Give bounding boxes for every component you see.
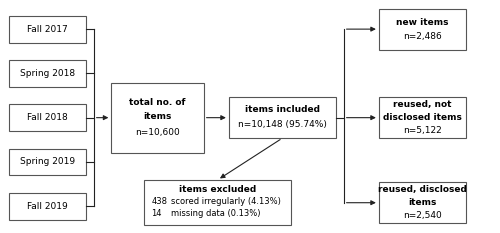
- FancyBboxPatch shape: [9, 193, 86, 219]
- Text: new items: new items: [396, 18, 449, 27]
- Text: reused, disclosed: reused, disclosed: [378, 185, 467, 194]
- Text: reused, not: reused, not: [393, 100, 452, 109]
- FancyBboxPatch shape: [111, 83, 204, 153]
- Text: items: items: [408, 198, 436, 207]
- FancyBboxPatch shape: [379, 182, 466, 223]
- FancyBboxPatch shape: [9, 149, 86, 175]
- Text: 14: 14: [151, 209, 162, 218]
- Text: items excluded: items excluded: [179, 185, 256, 194]
- Text: n=5,122: n=5,122: [403, 126, 442, 135]
- Text: scored irregularly (4.13%): scored irregularly (4.13%): [171, 197, 281, 206]
- Text: items: items: [144, 112, 172, 121]
- Text: Fall 2019: Fall 2019: [27, 202, 68, 211]
- Text: Fall 2018: Fall 2018: [27, 113, 68, 122]
- FancyBboxPatch shape: [228, 97, 336, 138]
- Text: Spring 2018: Spring 2018: [20, 69, 75, 78]
- FancyBboxPatch shape: [379, 9, 466, 50]
- Text: Spring 2019: Spring 2019: [20, 158, 75, 166]
- Text: 438: 438: [151, 197, 167, 206]
- Text: Fall 2017: Fall 2017: [27, 25, 68, 34]
- FancyBboxPatch shape: [9, 16, 86, 42]
- Text: missing data (0.13%): missing data (0.13%): [171, 209, 261, 218]
- FancyBboxPatch shape: [9, 60, 86, 87]
- FancyBboxPatch shape: [144, 180, 291, 226]
- Text: n=2,540: n=2,540: [403, 211, 442, 220]
- FancyBboxPatch shape: [9, 104, 86, 131]
- Text: total no. of: total no. of: [129, 98, 186, 107]
- Text: n=10,600: n=10,600: [135, 128, 180, 137]
- Text: items included: items included: [245, 105, 320, 114]
- Text: n=10,148 (95.74%): n=10,148 (95.74%): [238, 120, 327, 129]
- FancyBboxPatch shape: [379, 97, 466, 138]
- Text: disclosed items: disclosed items: [383, 113, 462, 122]
- Text: n=2,486: n=2,486: [403, 32, 442, 41]
